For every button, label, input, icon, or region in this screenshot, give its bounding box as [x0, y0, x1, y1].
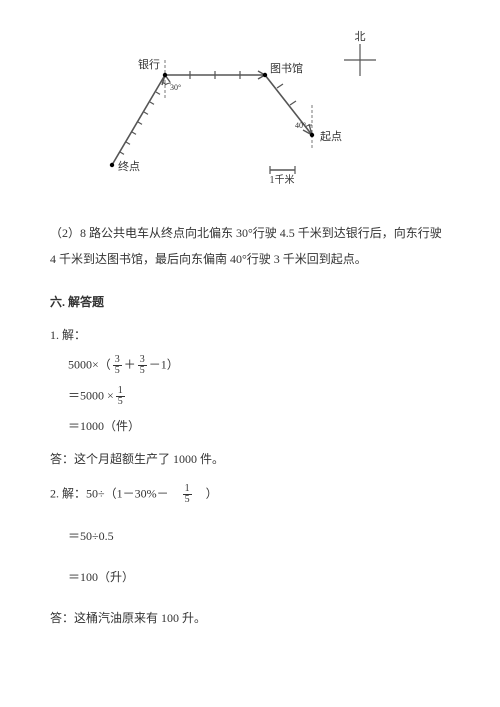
problem-2-answer: 答：这桶汽油原来有 100 升。	[50, 609, 450, 628]
route-diagram: 北	[90, 30, 390, 200]
compass-icon: 北	[344, 30, 376, 76]
question-2-text: （2）8 路公共电车从终点向北偏东 30°行驶 4.5 千米到达银行后，向东行驶…	[50, 220, 450, 273]
end-label: 终点	[118, 159, 140, 173]
fraction: 35	[138, 355, 147, 376]
problem-1-label: 1. 解：	[50, 326, 450, 345]
fraction: 15	[183, 484, 192, 505]
problem-2-line2: ＝100（升）	[68, 568, 450, 587]
problem-2-line1: ＝50÷0.5	[68, 527, 450, 546]
problem-2: 2. 解：50÷（1－30%－15） ＝50÷0.5 ＝100（升） 答：这桶汽…	[50, 484, 450, 629]
section-6-title: 六. 解答题	[50, 293, 450, 312]
fraction: 15	[116, 386, 125, 407]
problem-1: 1. 解： 5000×（35＋35－1） ＝5000 ×15 ＝1000（件） …	[50, 326, 450, 470]
start-label: 起点	[320, 130, 342, 143]
problem-1-answer: 答：这个月超额生产了 1000 件。	[50, 450, 450, 469]
fraction: 35	[113, 355, 122, 376]
bank-angle-label: 30°	[170, 83, 181, 92]
library-label: 图书馆	[270, 61, 303, 75]
compass-north-label: 北	[355, 30, 366, 43]
problem-1-line1: 5000×（35＋35－1）	[68, 355, 450, 376]
problem-1-line2: ＝5000 ×15	[68, 386, 450, 407]
bank-label: 银行	[138, 57, 160, 71]
start-angle-label: 40°	[295, 121, 306, 130]
scale-label: 1千米	[270, 173, 295, 186]
problem-1-line3: ＝1000（件）	[68, 417, 450, 436]
problem-2-label: 2. 解：50÷（1－30%－15）	[50, 484, 450, 505]
